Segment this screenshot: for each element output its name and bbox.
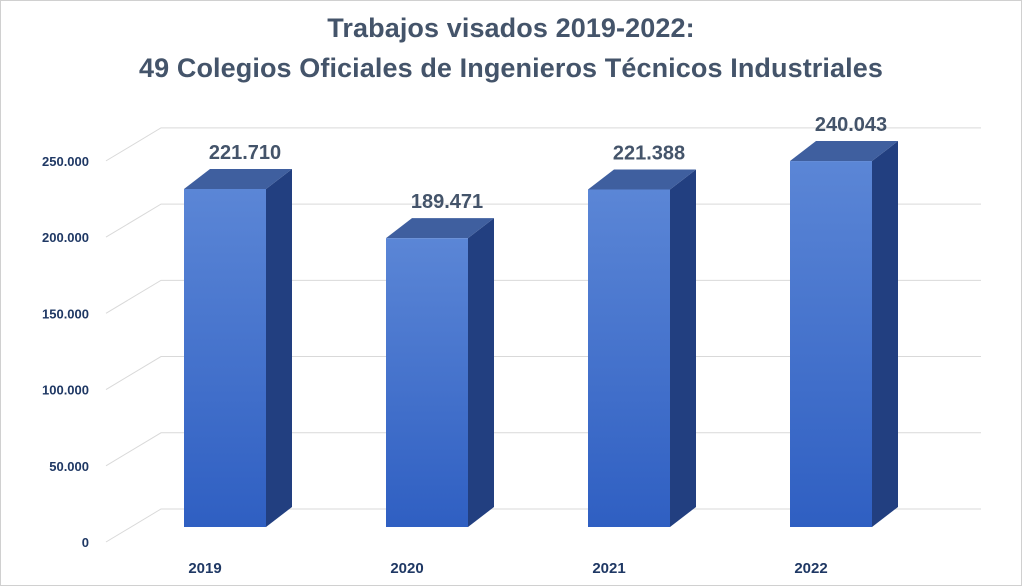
x-tick-label-2022: 2022 — [794, 560, 827, 577]
bars — [184, 141, 898, 527]
bar-side-face — [266, 169, 292, 527]
x-tick-label-2020: 2020 — [390, 560, 423, 577]
bar-top-face — [790, 141, 898, 162]
y-tick-label: 250.000 — [42, 154, 89, 169]
data-labels: 221.710 189.471 221.388 240.043 — [209, 114, 887, 213]
data-label-2022: 240.043 — [815, 114, 887, 136]
bar-2022 — [790, 141, 898, 527]
bar-front-face — [790, 161, 872, 527]
data-label-2020: 189.471 — [411, 191, 483, 213]
bar-front-face — [386, 238, 468, 527]
bar-side-face — [872, 141, 898, 527]
bar-front-face — [184, 189, 266, 527]
x-tick-label-2021: 2021 — [592, 560, 625, 577]
chart-subtitle: 49 Colegios Oficiales de Ingenieros Técn… — [139, 53, 883, 83]
bar-top-face — [386, 218, 494, 239]
gridline — [105, 203, 981, 238]
bar-top-face — [588, 169, 696, 190]
gridline — [105, 127, 981, 162]
gridlines — [105, 127, 981, 543]
y-tick-label: 0 — [82, 535, 89, 550]
bar-top-face — [184, 169, 292, 189]
y-tick-label: 200.000 — [42, 230, 89, 245]
gridline — [105, 356, 981, 390]
chart-title: Trabajos visados 2019-2022: — [327, 13, 695, 43]
data-label-2019: 221.710 — [209, 142, 281, 164]
y-tick-label: 150.000 — [42, 306, 89, 321]
x-axis: 2019 2020 2021 2022 — [188, 560, 827, 577]
bar-2019 — [184, 169, 292, 527]
y-tick-label: 100.000 — [42, 383, 89, 398]
y-tick-label: 50.000 — [49, 459, 89, 474]
x-tick-label-2019: 2019 — [188, 560, 221, 577]
bar-2021 — [588, 169, 696, 527]
bar-side-face — [670, 169, 696, 527]
data-label-2021: 221.388 — [613, 142, 685, 164]
bar-side-face — [468, 218, 494, 527]
bar-front-face — [588, 189, 670, 527]
y-axis: 0 50.000 100.000 150.000 200.000 250.000 — [42, 154, 89, 550]
gridline — [105, 508, 981, 543]
gridline — [105, 432, 981, 467]
bar-2020 — [386, 218, 494, 527]
gridline — [105, 279, 981, 314]
